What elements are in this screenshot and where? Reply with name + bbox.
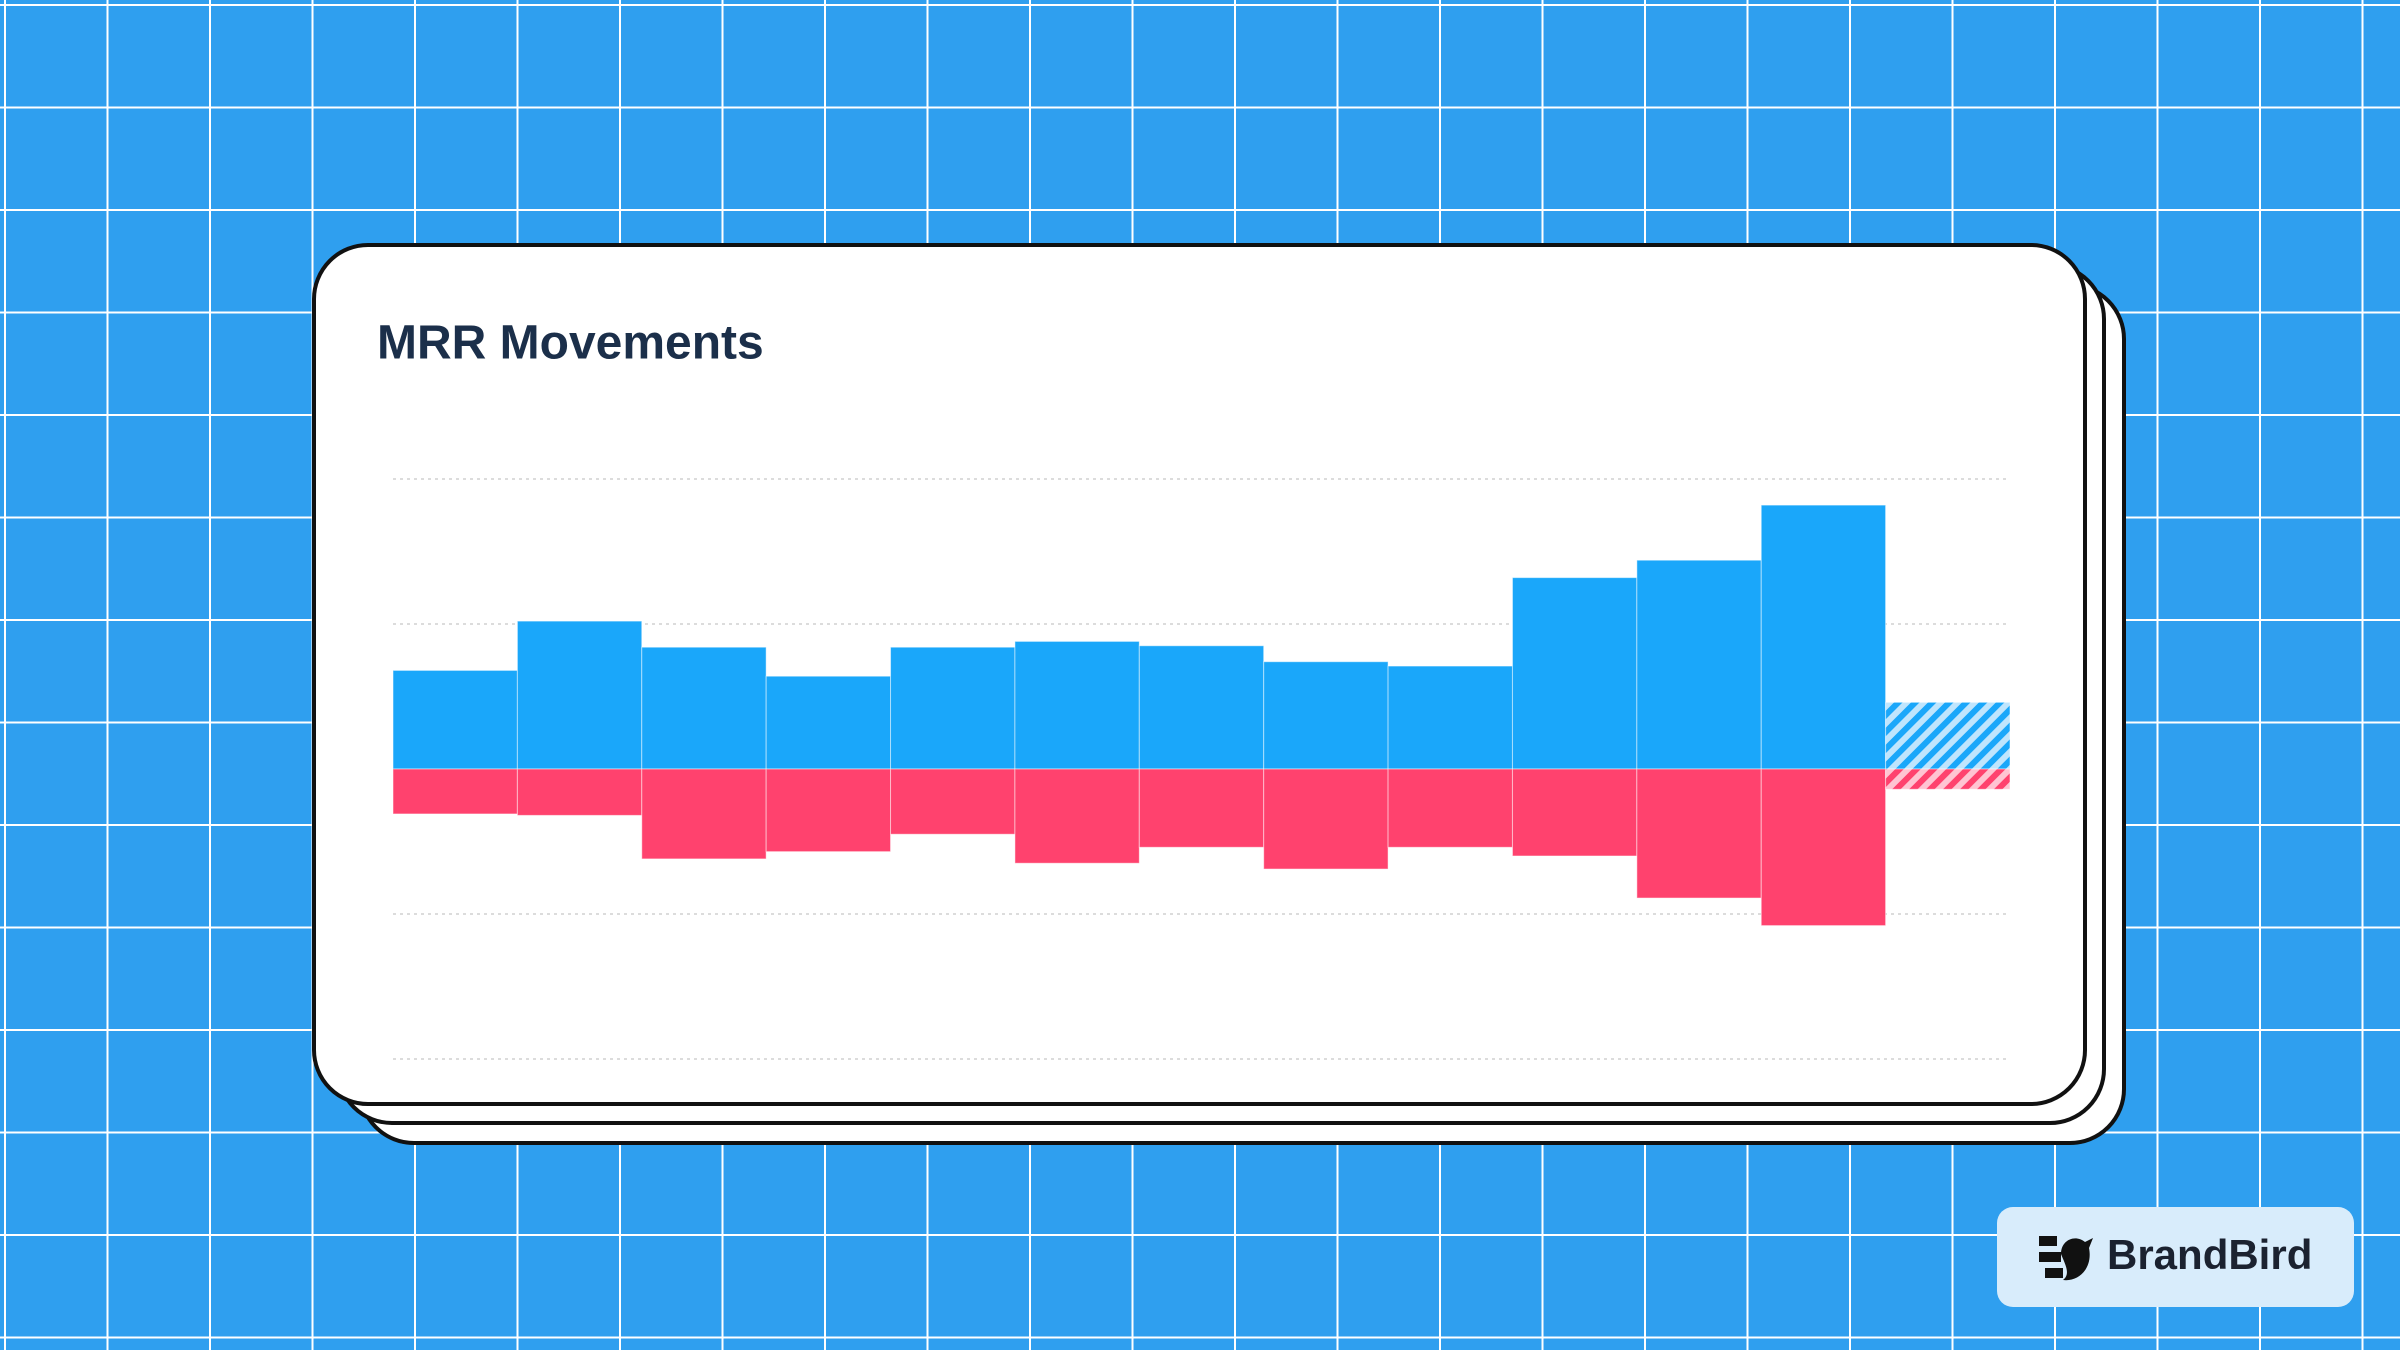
- bar: [1138, 768, 1265, 848]
- bar: [890, 646, 1016, 770]
- bar: [765, 675, 892, 770]
- bar: [1885, 701, 2011, 770]
- bar: [392, 669, 518, 770]
- watermark-logo: [2039, 1236, 2093, 1281]
- bar: [641, 768, 767, 860]
- watermark-text: BrandBird: [2107, 1231, 2312, 1278]
- bar: [1387, 768, 1513, 848]
- bar: [516, 620, 643, 770]
- bar: [1511, 577, 1638, 770]
- bar: [765, 768, 892, 853]
- bar: [890, 768, 1016, 835]
- bar: [1263, 661, 1389, 770]
- chart-title: MRR Movements: [377, 317, 764, 370]
- bar: [1636, 768, 1762, 899]
- bar: [1387, 665, 1513, 770]
- bar: [1014, 640, 1140, 770]
- plot: [392, 478, 2011, 1060]
- bar: [1511, 768, 1638, 857]
- watermark-badge: [1997, 1207, 2354, 1307]
- bar: [1138, 645, 1265, 770]
- bar: [1885, 768, 2011, 790]
- bar: [1760, 504, 1887, 770]
- bar: [392, 768, 518, 815]
- bar: [1263, 768, 1389, 870]
- bar: [641, 646, 767, 770]
- bar: [1636, 559, 1762, 770]
- bar: [1760, 768, 1887, 927]
- bar: [516, 768, 643, 816]
- bar: [1014, 768, 1140, 864]
